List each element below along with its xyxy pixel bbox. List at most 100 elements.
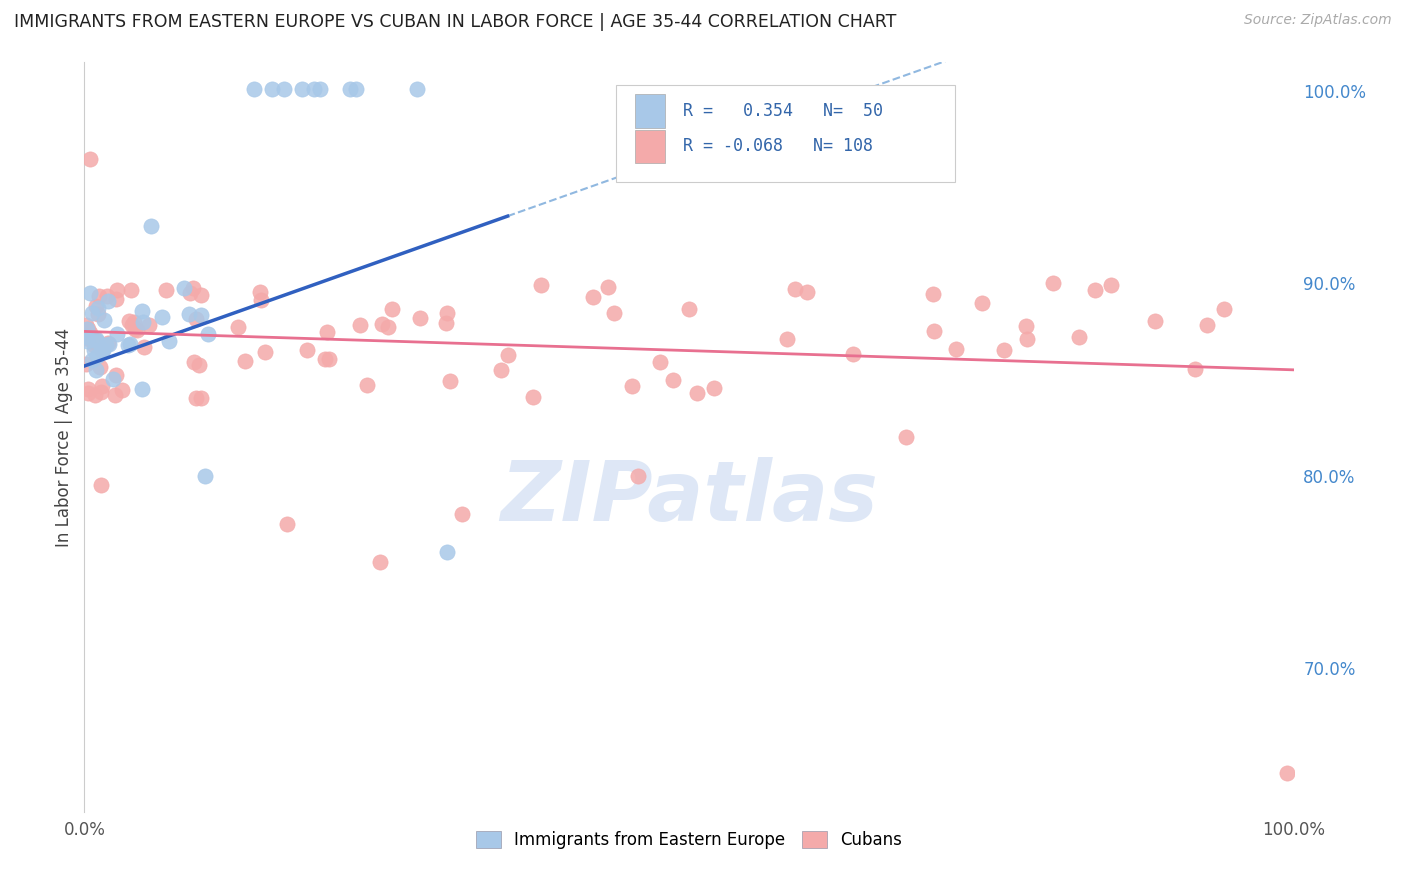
Point <box>295 343 318 358</box>
Point <box>291 82 314 96</box>
Point <box>79 286 101 301</box>
Point <box>436 305 458 319</box>
Point <box>188 358 211 372</box>
Point <box>184 312 207 326</box>
Point <box>254 344 277 359</box>
Point <box>131 303 153 318</box>
Point <box>83 334 105 349</box>
Point <box>1042 277 1064 291</box>
Point <box>105 283 128 297</box>
Point <box>87 307 110 321</box>
Point <box>381 301 404 316</box>
Point <box>226 320 249 334</box>
Point <box>796 285 818 300</box>
Point <box>242 82 264 96</box>
Point <box>97 293 120 308</box>
Point <box>77 382 100 396</box>
Point <box>894 430 917 444</box>
Point <box>90 378 112 392</box>
Point <box>87 301 110 315</box>
Point <box>104 388 127 402</box>
Point <box>302 82 325 96</box>
Point <box>190 391 212 405</box>
Point <box>496 348 519 362</box>
Point <box>678 302 700 317</box>
Point <box>84 299 107 313</box>
Point <box>118 314 141 328</box>
Point <box>155 283 177 297</box>
Point <box>1144 314 1167 328</box>
Point <box>842 346 865 360</box>
Point <box>785 282 807 296</box>
Point <box>76 330 98 344</box>
Point <box>93 312 115 326</box>
Point <box>686 385 709 400</box>
Point <box>522 390 544 404</box>
Legend: Immigrants from Eastern Europe, Cubans: Immigrants from Eastern Europe, Cubans <box>470 824 908 855</box>
Text: IMMIGRANTS FROM EASTERN EUROPE VS CUBAN IN LABOR FORCE | AGE 35-44 CORRELATION C: IMMIGRANTS FROM EASTERN EUROPE VS CUBAN … <box>14 13 897 31</box>
Point <box>356 378 378 392</box>
Point <box>1184 361 1206 376</box>
Text: R = -0.068   N= 108: R = -0.068 N= 108 <box>683 137 873 155</box>
Point <box>190 309 212 323</box>
Point <box>79 152 101 166</box>
Point <box>1069 330 1091 344</box>
Point <box>122 315 145 329</box>
Point <box>1084 283 1107 297</box>
Point <box>90 343 112 358</box>
Point <box>84 333 107 347</box>
Point <box>346 82 368 96</box>
Point <box>318 352 340 367</box>
Point <box>179 285 201 300</box>
Point <box>349 318 371 332</box>
Point <box>90 344 112 359</box>
Point <box>648 354 671 368</box>
Point <box>84 332 107 346</box>
Point <box>91 343 114 358</box>
Point <box>150 310 173 324</box>
Point <box>77 322 100 336</box>
Point <box>368 555 391 569</box>
Point <box>82 306 104 320</box>
Point <box>90 478 112 492</box>
Point <box>76 334 98 348</box>
Point <box>406 82 429 96</box>
Point <box>77 386 100 401</box>
Point <box>339 82 361 96</box>
Point <box>75 318 97 332</box>
Point <box>105 326 128 341</box>
Point <box>530 277 553 292</box>
Point <box>1015 332 1038 346</box>
Point <box>603 306 626 320</box>
Point <box>197 326 219 341</box>
Point <box>489 363 512 377</box>
Text: Source: ZipAtlas.com: Source: ZipAtlas.com <box>1244 13 1392 28</box>
Point <box>309 82 332 96</box>
Point <box>125 323 148 337</box>
Point <box>93 343 115 357</box>
Point <box>776 332 799 346</box>
Point <box>972 296 994 310</box>
Point <box>315 326 337 340</box>
Point <box>103 372 125 386</box>
Point <box>439 375 461 389</box>
Point <box>922 324 945 338</box>
Y-axis label: In Labor Force | Age 35-44: In Labor Force | Age 35-44 <box>55 327 73 547</box>
Point <box>409 310 432 325</box>
Point <box>79 326 101 340</box>
Point <box>139 219 162 233</box>
Point <box>179 307 201 321</box>
Point <box>157 334 180 348</box>
Point <box>75 357 97 371</box>
Point <box>117 338 139 352</box>
Point <box>84 363 107 377</box>
Point <box>260 82 283 96</box>
Point <box>1195 318 1218 332</box>
Point <box>87 288 110 302</box>
Point <box>314 351 336 366</box>
Point <box>89 359 111 374</box>
Point <box>662 373 685 387</box>
Point <box>96 338 118 352</box>
Point <box>233 354 256 368</box>
Point <box>194 468 217 483</box>
